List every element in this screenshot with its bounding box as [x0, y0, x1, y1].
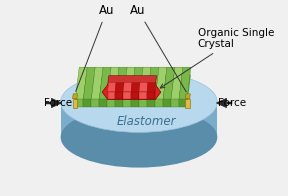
- Polygon shape: [108, 76, 156, 85]
- Polygon shape: [102, 85, 161, 99]
- Polygon shape: [216, 98, 226, 108]
- Polygon shape: [155, 99, 163, 107]
- Ellipse shape: [61, 72, 217, 132]
- Polygon shape: [131, 83, 140, 92]
- Polygon shape: [131, 67, 143, 99]
- Polygon shape: [185, 94, 190, 99]
- Polygon shape: [163, 99, 171, 107]
- Text: Force: Force: [44, 98, 72, 108]
- Polygon shape: [131, 92, 139, 99]
- Polygon shape: [46, 102, 52, 104]
- Polygon shape: [131, 99, 139, 107]
- Polygon shape: [83, 99, 91, 107]
- Polygon shape: [91, 99, 99, 107]
- Polygon shape: [123, 83, 132, 92]
- Polygon shape: [91, 67, 103, 99]
- Polygon shape: [139, 99, 147, 107]
- Polygon shape: [75, 67, 87, 99]
- Polygon shape: [75, 75, 191, 107]
- Polygon shape: [155, 92, 156, 99]
- Polygon shape: [155, 83, 156, 92]
- Polygon shape: [123, 92, 131, 99]
- Text: Elastomer: Elastomer: [117, 115, 177, 128]
- Polygon shape: [83, 67, 95, 99]
- Ellipse shape: [61, 107, 217, 168]
- Polygon shape: [139, 92, 147, 99]
- Text: Force: Force: [218, 98, 247, 108]
- Polygon shape: [73, 99, 77, 108]
- Polygon shape: [73, 94, 77, 99]
- Polygon shape: [107, 99, 115, 107]
- Polygon shape: [107, 67, 119, 99]
- Polygon shape: [155, 67, 167, 99]
- Polygon shape: [179, 99, 187, 107]
- Polygon shape: [123, 99, 131, 107]
- Polygon shape: [75, 99, 83, 107]
- Polygon shape: [61, 102, 217, 137]
- Polygon shape: [52, 98, 62, 108]
- Text: Organic Single
Crystal: Organic Single Crystal: [160, 28, 274, 88]
- Polygon shape: [185, 99, 190, 108]
- Polygon shape: [147, 67, 159, 99]
- Polygon shape: [108, 83, 116, 92]
- Polygon shape: [171, 67, 183, 99]
- Polygon shape: [123, 67, 135, 99]
- Polygon shape: [115, 67, 127, 99]
- Polygon shape: [179, 67, 191, 99]
- Polygon shape: [115, 99, 123, 107]
- Polygon shape: [163, 67, 175, 99]
- Text: Au: Au: [76, 4, 114, 92]
- Polygon shape: [99, 99, 107, 107]
- Text: Au: Au: [130, 4, 186, 92]
- Polygon shape: [226, 102, 232, 104]
- Polygon shape: [139, 67, 151, 99]
- Polygon shape: [108, 92, 115, 99]
- Polygon shape: [171, 99, 179, 107]
- Polygon shape: [115, 83, 124, 92]
- Polygon shape: [147, 99, 155, 107]
- Polygon shape: [99, 67, 111, 99]
- Polygon shape: [147, 83, 156, 92]
- Polygon shape: [139, 83, 148, 92]
- Polygon shape: [115, 92, 123, 99]
- Polygon shape: [147, 92, 155, 99]
